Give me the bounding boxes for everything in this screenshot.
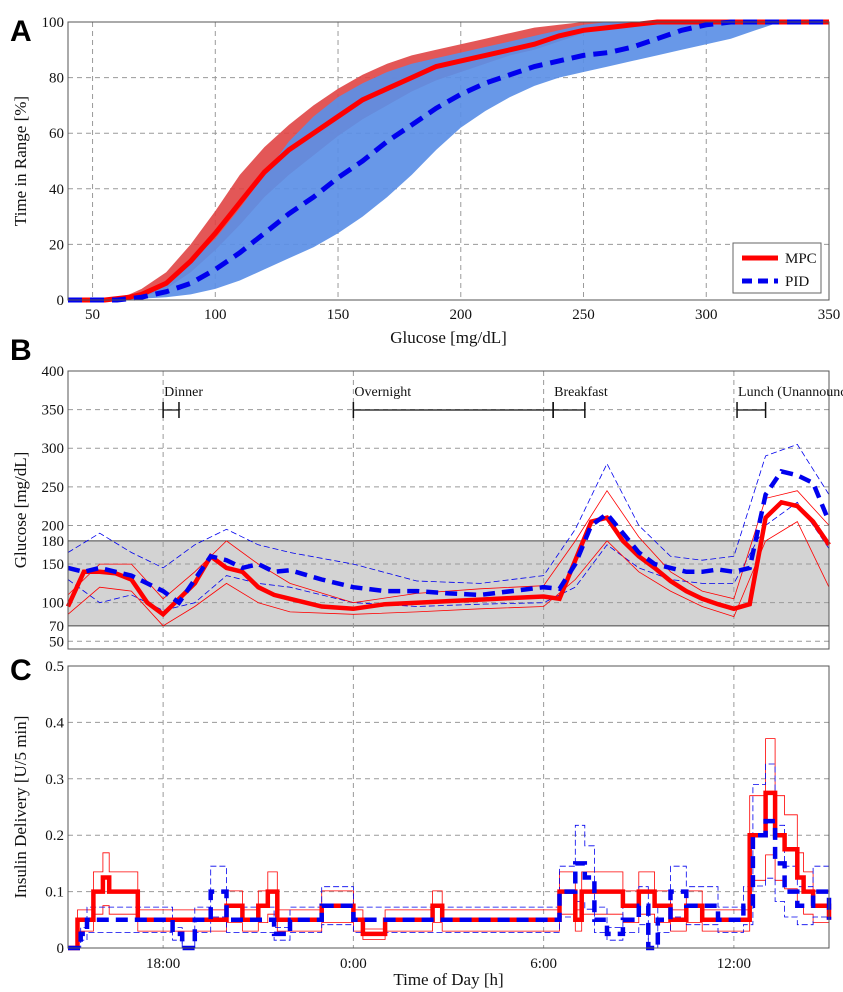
panel-letter-b: B: [10, 334, 32, 367]
meal-label: Overnight: [354, 385, 411, 400]
legend-mpc-label: MPC: [785, 251, 817, 267]
mpc-line: [68, 19, 829, 303]
pid-insulin-line: [68, 818, 832, 951]
y-axis-label: Time in Range [%]: [11, 96, 30, 226]
mpc-band-lower: [67, 521, 830, 627]
meal-label: Breakfast: [554, 385, 608, 400]
pid-line: [68, 19, 829, 303]
pid-insulin-upper: [68, 763, 830, 949]
pid-band-area: [68, 22, 829, 300]
x-tick-label: 100: [204, 307, 227, 323]
y-tick-label: 400: [42, 364, 65, 380]
y-tick-label: 60: [49, 126, 64, 142]
x-tick-label: 300: [695, 307, 718, 323]
x-axis-label: Glucose [mg/dL]: [390, 328, 507, 347]
y-tick-label: 180: [42, 534, 65, 550]
y-tick-label: 0.4: [45, 715, 64, 731]
x-axis-label: Time of Day [h]: [393, 970, 503, 989]
panel-a-frame: [67, 21, 830, 301]
x-tick-label: 250: [572, 307, 595, 323]
legend-pid-label: PID: [785, 274, 809, 290]
pid-band-upper: [67, 443, 830, 584]
y-tick-label: 150: [42, 557, 65, 573]
y-tick-label: 350: [42, 403, 65, 419]
y-tick-label: 0.2: [45, 828, 64, 844]
x-tick-label: 200: [450, 307, 473, 323]
y-tick-label: 300: [42, 441, 65, 457]
pid-band-lower: [67, 501, 830, 611]
x-tick-label: 50: [85, 307, 100, 323]
x-tick-label: 350: [818, 307, 841, 323]
y-tick-label: 50: [49, 634, 64, 650]
y-tick-label: 0: [57, 293, 65, 309]
y-tick-label: 100: [42, 15, 65, 31]
panel-letter-a: A: [10, 15, 32, 48]
legend-box: [732, 242, 822, 294]
y-tick-label: 0.5: [45, 659, 64, 675]
y-tick-label: 0.3: [45, 772, 64, 788]
y-tick-label: 250: [42, 480, 65, 496]
y-tick-label: 0: [57, 941, 65, 957]
y-tick-label: 0.1: [45, 885, 64, 901]
y-tick-label: 100: [42, 596, 65, 612]
y-tick-label: 80: [49, 71, 64, 87]
x-tick-label: 150: [327, 307, 350, 323]
meal-label: Lunch (Unannounced): [738, 385, 843, 400]
y-tick-label: 20: [49, 237, 64, 253]
y-tick-label: 200: [42, 518, 65, 534]
y-axis-label: Insulin Delivery [U/5 min]: [11, 716, 30, 899]
y-tick-label: 40: [49, 182, 64, 198]
meal-label: Dinner: [164, 385, 203, 400]
y-tick-label: 70: [49, 619, 64, 635]
x-tick-label: 0:00: [340, 956, 367, 972]
mpc-insulin-upper: [68, 738, 830, 949]
panel-b-frame: [67, 370, 830, 650]
x-tick-label: 6:00: [530, 956, 557, 972]
mpc-band-upper: [67, 489, 830, 604]
panel-c-frame: [67, 665, 830, 949]
mpc-glucose-line: [65, 499, 831, 618]
pid-glucose-line: [67, 468, 832, 606]
x-tick-label: 18:00: [146, 956, 180, 972]
x-tick-label: 12:00: [717, 956, 751, 972]
panel-letter-c: C: [10, 654, 32, 687]
y-axis-label: Glucose [mg/dL]: [11, 452, 30, 569]
